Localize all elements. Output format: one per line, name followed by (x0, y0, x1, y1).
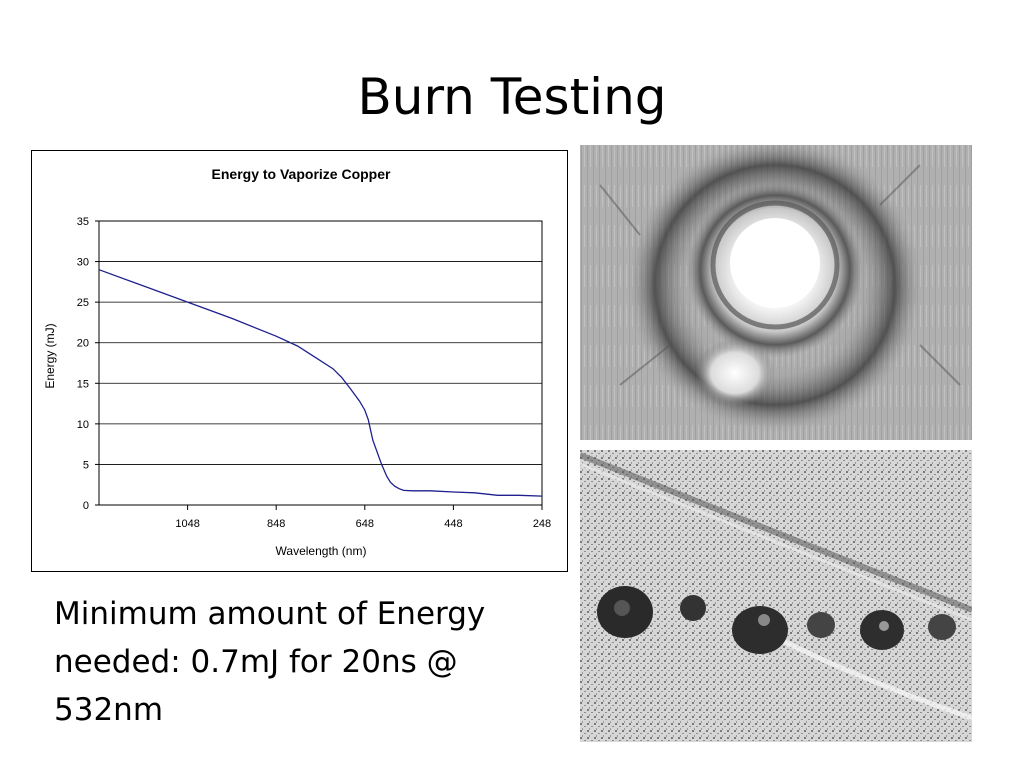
x-axis-label: Wavelength (nm) (276, 544, 367, 558)
burn-crater-photo (580, 145, 972, 440)
x-tick-label: 648 (356, 518, 374, 530)
y-tick-label: 5 (83, 459, 89, 471)
x-tick-label: 448 (444, 518, 462, 530)
series-line (98, 269, 543, 497)
y-tick-label: 30 (77, 257, 89, 269)
slide-title: Burn Testing (357, 68, 667, 126)
y-tick-label: 35 (77, 216, 89, 228)
y-tick-label: 15 (77, 378, 89, 390)
y-tick-label: 0 (83, 500, 89, 512)
x-tick-label: 1048 (175, 518, 199, 530)
x-tick-label: 848 (267, 518, 285, 530)
burn-marks-photo (580, 450, 972, 742)
y-axis-label: Energy (mJ) (43, 323, 57, 388)
slide-caption: Minimum amount of Energy needed: 0.7mJ f… (54, 596, 486, 728)
chart-title: Energy to Vaporize Copper (212, 166, 391, 182)
chart-frame: Energy to Vaporize Copper 0 5 10 15 20 25 30 35… (31, 150, 568, 572)
y-tick-label: 20 (77, 338, 89, 350)
x-tick-label: 248 (533, 518, 551, 530)
y-tick-label: 10 (77, 419, 89, 431)
energy-chart: Energy to Vaporize Copper 0 5 10 15 20 25 30 35… (43, 166, 551, 558)
plot-area-border (98, 220, 543, 506)
y-tick-label: 25 (77, 297, 89, 309)
